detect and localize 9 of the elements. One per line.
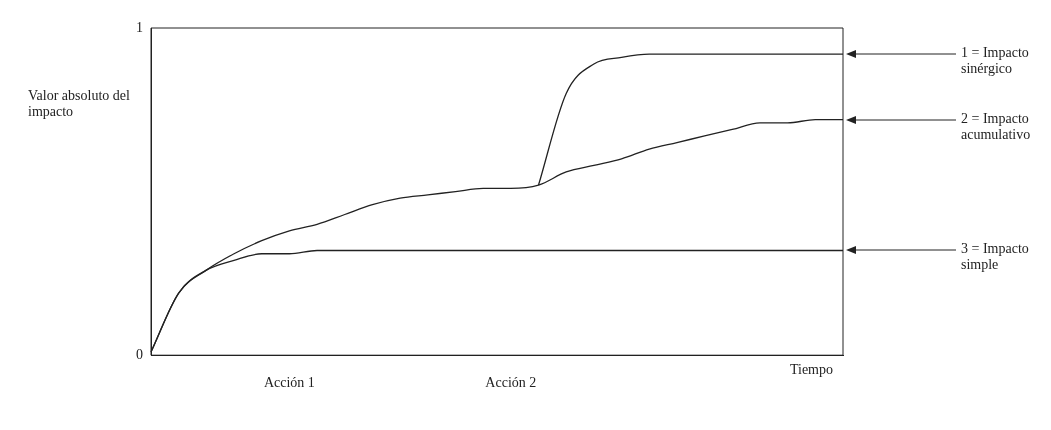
y-axis-title: Valor absoluto del impacto [28, 88, 131, 120]
text: 3 = Impacto simple [961, 241, 1030, 274]
text: 1 = Impacto sinérgico [961, 45, 1030, 78]
y-tick-label: 1 [136, 19, 143, 35]
x-axis-title: Tiempo [789, 361, 833, 377]
x-tick-label: Acción 2 [485, 375, 537, 391]
y-tick-label: 0 [136, 346, 143, 362]
x-tick-label: Acción 1 [263, 375, 315, 391]
text: 2 = Impacto acumulativo [961, 110, 1032, 143]
